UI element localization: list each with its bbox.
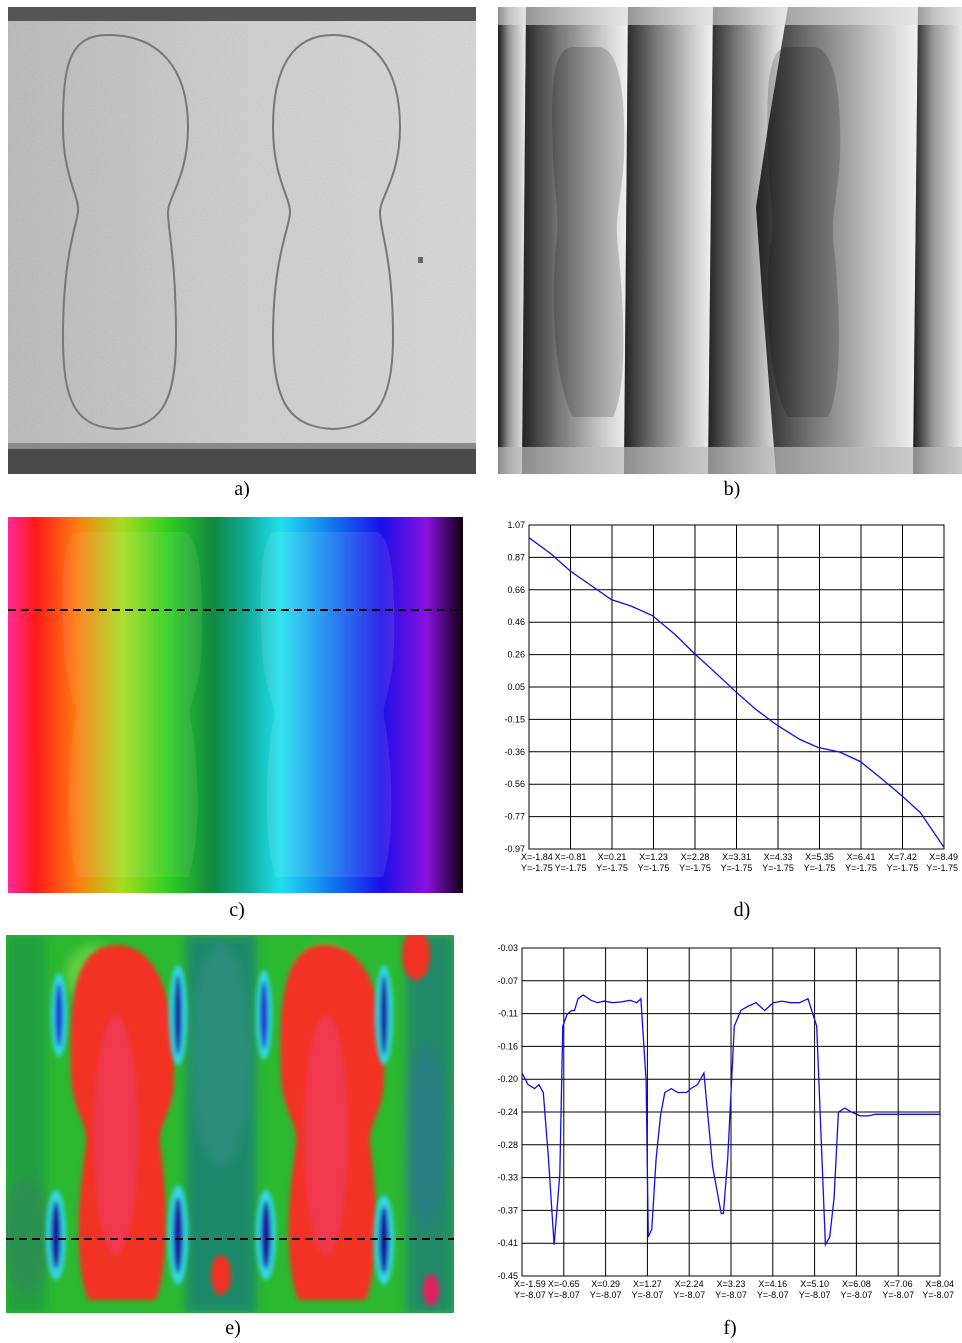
x-tick-label: X=1.23	[639, 852, 668, 862]
series-line-0	[528, 537, 945, 848]
x-tick-label: X=6.08	[842, 1279, 871, 1289]
y-tick-label: -0.77	[504, 812, 525, 822]
x-tick-sublabel: Y=-8.07	[799, 1290, 831, 1300]
profile-plot-f: -0.03 -0.07 -0.11 -0.16 -0.20 -0.24 -0.28 -0.33…	[497, 943, 954, 1300]
caption-b: b)	[723, 478, 741, 500]
x-tick-label: X=-1.59	[514, 1279, 546, 1289]
x-tick-label: X=0.21	[598, 852, 627, 862]
x-tick-sublabel: Y=-8.07	[514, 1290, 546, 1300]
x-tick-label: X=-1.84	[521, 852, 553, 862]
x-tick-label: X=1.27	[633, 1279, 662, 1289]
x-tick-sublabel: Y=-8.07	[882, 1290, 914, 1300]
caption-d: d)	[733, 899, 751, 921]
panel-e-derivative-map	[6, 935, 454, 1313]
x-tick-sublabel: Y=-8.07	[632, 1290, 664, 1300]
feature-outline-left	[61, 33, 190, 431]
x-tick-sublabel: Y=-1.75	[887, 863, 919, 873]
x-tick-sublabel: Y=-1.75	[762, 863, 794, 873]
caption-e: e)	[225, 1317, 241, 1339]
x-tick-label: X=8.49	[929, 852, 958, 862]
y-tick-label: 0.66	[507, 585, 525, 595]
x-tick-sublabel: Y=-8.07	[841, 1290, 873, 1300]
x-tick-label: X=3.31	[722, 852, 751, 862]
x-tick-sublabel: Y=-8.07	[715, 1290, 747, 1300]
y-tick-label: -0.16	[497, 1041, 518, 1051]
caption-a: a)	[234, 478, 250, 500]
y-tick-label: -0.15	[504, 714, 525, 724]
y-tick-label: -0.11	[498, 1009, 518, 1019]
x-tick-sublabel: Y=-8.07	[590, 1290, 622, 1300]
derivative-map-image	[6, 935, 454, 1313]
x-tick-sublabel: Y=-8.07	[548, 1290, 580, 1300]
y-tick-label: -0.45	[497, 1271, 518, 1281]
photo-image	[8, 7, 476, 474]
y-tick-label: 0.46	[507, 617, 525, 627]
rainbow-phase-image	[8, 517, 463, 893]
x-tick-sublabel: Y=-1.75	[555, 863, 587, 873]
x-tick-label: X=5.10	[800, 1279, 829, 1289]
x-tick-sublabel: Y=-1.75	[596, 863, 628, 873]
y-tick-label: 0.26	[507, 650, 525, 660]
panel-b-phase-map	[498, 7, 962, 474]
x-tick-label: X=0.29	[591, 1279, 620, 1289]
x-tick-sublabel: Y=-1.75	[679, 863, 711, 873]
x-tick-sublabel: Y=-1.75	[721, 863, 753, 873]
x-tick-label: X=8.04	[925, 1279, 954, 1289]
y-tick-label: -0.24	[497, 1107, 518, 1117]
y-tick-label: 0.87	[507, 552, 525, 562]
x-tick-label: X=-0.65	[548, 1279, 580, 1289]
phase-map-image	[498, 7, 962, 474]
y-tick-label: -0.33	[497, 1173, 518, 1183]
x-tick-label: X=7.06	[884, 1279, 913, 1289]
x-tick-label: X=-0.81	[555, 852, 587, 862]
x-tick-label: X=2.24	[675, 1279, 704, 1289]
y-tick-label: -0.03	[497, 943, 518, 953]
y-tick-label: -0.20	[497, 1074, 518, 1084]
y-tick-label: 0.05	[507, 682, 525, 692]
y-tick-label: -0.37	[497, 1205, 518, 1215]
panel-c-unwrapped-phase	[8, 517, 463, 893]
x-tick-label: X=5.35	[805, 852, 834, 862]
series-line-0	[521, 994, 940, 1248]
x-tick-sublabel: Y=-8.07	[757, 1290, 789, 1300]
y-tick-label: -0.41	[497, 1238, 518, 1248]
x-tick-label: X=2.28	[681, 852, 710, 862]
x-tick-sublabel: Y=-8.07	[922, 1290, 954, 1300]
y-tick-label: 1.07	[507, 520, 525, 530]
x-tick-sublabel: Y=-1.75	[804, 863, 836, 873]
x-tick-label: X=6.41	[847, 852, 876, 862]
y-tick-label: -0.07	[497, 976, 518, 986]
panel-d-plot: 1.07 0.87 0.66 0.46 0.26 0.05 -0.15 -0.36 -0.56 -…	[493, 515, 962, 890]
x-tick-sublabel: Y=-1.75	[521, 863, 553, 873]
profile-plot-d: 1.07 0.87 0.66 0.46 0.26 0.05 -0.15 -0.36 -0.56 -…	[504, 520, 958, 873]
y-tick-label: -0.97	[504, 844, 525, 854]
feature-outline-right	[271, 33, 402, 431]
x-tick-sublabel: Y=-1.75	[926, 863, 958, 873]
x-tick-label: X=3.23	[717, 1279, 746, 1289]
y-tick-label: -0.56	[504, 779, 525, 789]
panel-f-plot: -0.03 -0.07 -0.11 -0.16 -0.20 -0.24 -0.28 -0.33…	[490, 937, 962, 1321]
x-tick-label: X=7.42	[888, 852, 917, 862]
x-tick-label: X=4.33	[764, 852, 793, 862]
y-tick-label: -0.28	[497, 1140, 518, 1150]
y-tick-label: -0.36	[504, 747, 525, 757]
caption-f: f)	[723, 1317, 737, 1339]
caption-c: c)	[229, 899, 245, 921]
panel-a-photo	[8, 7, 476, 474]
x-tick-sublabel: Y=-8.07	[673, 1290, 705, 1300]
x-tick-label: X=4.16	[758, 1279, 787, 1289]
x-tick-sublabel: Y=-1.75	[638, 863, 670, 873]
x-tick-sublabel: Y=-1.75	[845, 863, 877, 873]
